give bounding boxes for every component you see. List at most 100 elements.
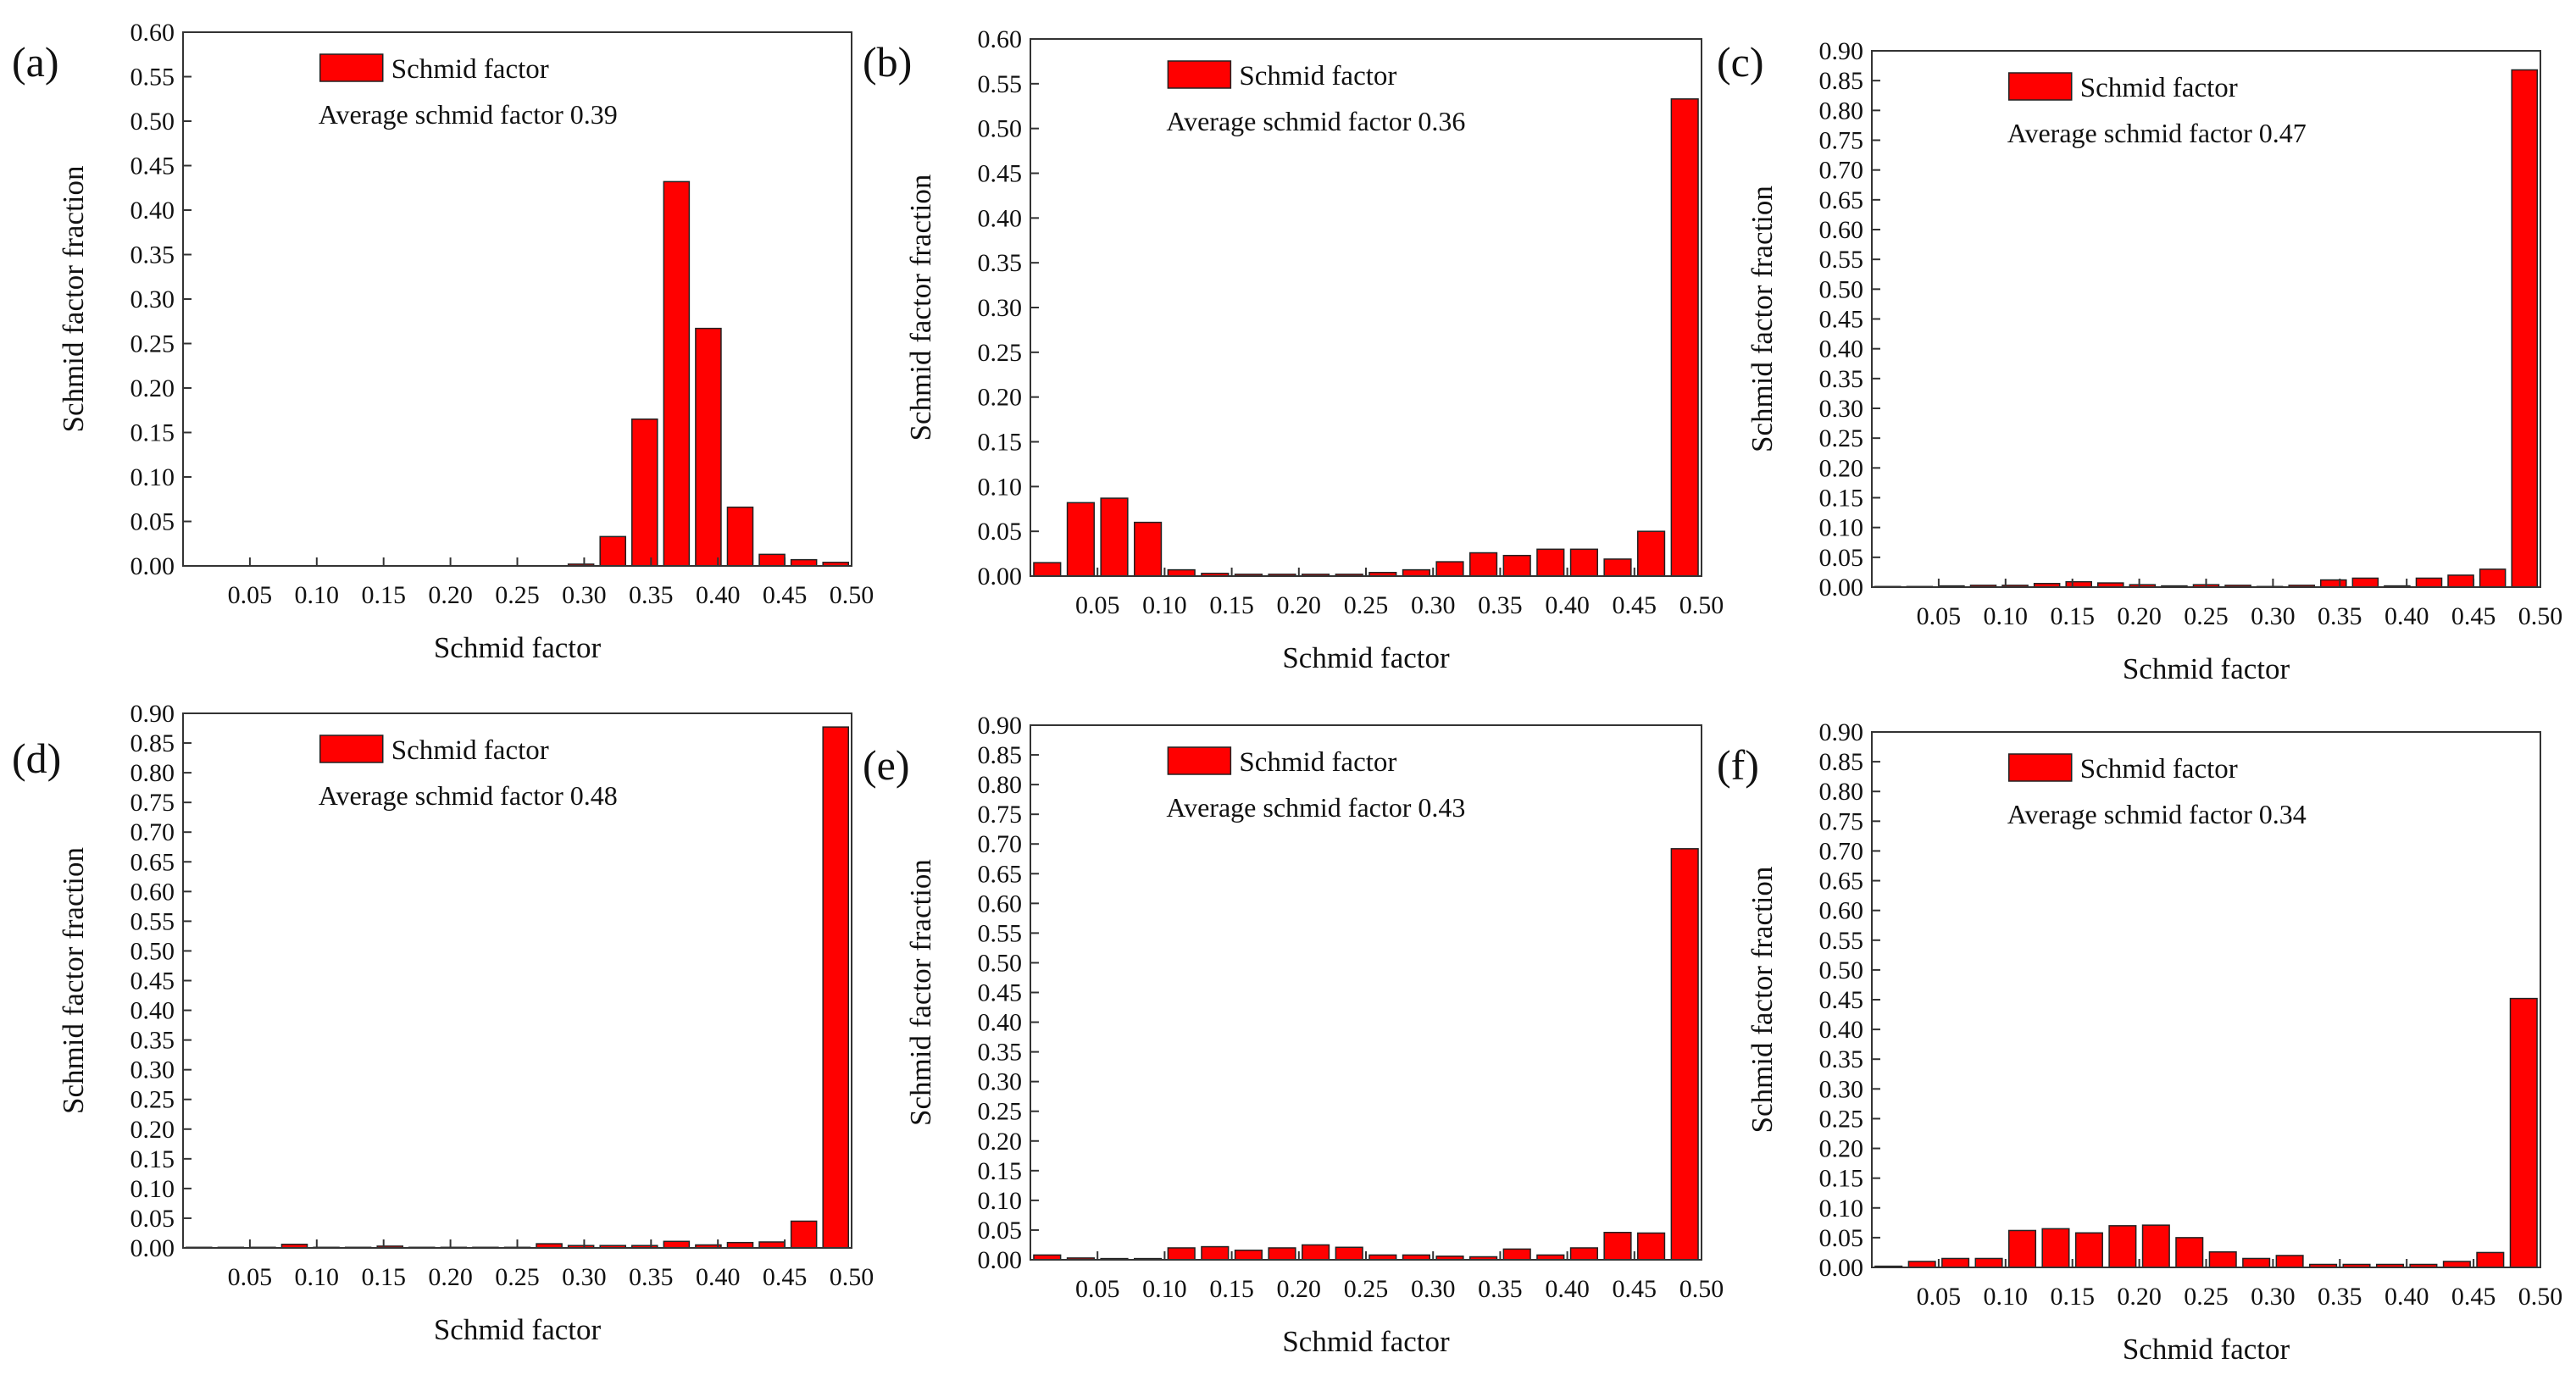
- bar: [790, 1220, 818, 1249]
- x-tick-label: 0.45: [763, 1263, 808, 1291]
- bar: [1201, 1245, 1230, 1261]
- y-tick-label: 0.55: [1819, 246, 1864, 274]
- y-tick-label: 0.40: [978, 204, 1023, 232]
- y-tick-label: 0.45: [130, 152, 175, 180]
- bar: [2175, 1237, 2204, 1268]
- chart-panel: 0.000.050.100.150.200.250.300.350.400.45…: [12, 19, 874, 664]
- bar: [822, 726, 850, 1249]
- bar: [2320, 579, 2347, 588]
- bar: [1268, 1247, 1296, 1261]
- bar: [1234, 1250, 1263, 1261]
- bar: [1066, 502, 1095, 577]
- x-tick-label: 0.50: [2518, 602, 2563, 630]
- y-tick-label: 0.05: [130, 1205, 175, 1233]
- y-tick-label: 0.05: [978, 1217, 1023, 1245]
- x-tick-label: 0.25: [1344, 1275, 1389, 1303]
- y-tick-label: 0.15: [1819, 485, 1864, 513]
- x-tick-label: 0.30: [562, 1263, 607, 1291]
- y-tick-label: 0.30: [130, 286, 175, 313]
- y-tick-label: 0.75: [978, 801, 1023, 829]
- y-tick-label: 0.30: [1819, 1075, 1864, 1103]
- x-tick-label: 0.50: [2518, 1283, 2563, 1311]
- bar: [1569, 548, 1598, 577]
- x-axis-label: Schmid factor: [1282, 641, 1450, 674]
- y-tick-label: 0.35: [978, 1039, 1023, 1067]
- x-tick-label: 0.20: [1277, 591, 1322, 619]
- x-tick-label: 0.35: [2318, 1283, 2362, 1311]
- y-tick-label: 0.60: [1819, 897, 1864, 925]
- y-tick-label: 0.05: [1819, 1224, 1864, 1252]
- y-tick-label: 0.60: [978, 25, 1023, 53]
- bar: [2007, 1229, 2037, 1268]
- y-tick-label: 0.45: [130, 967, 175, 995]
- x-tick-label: 0.50: [1679, 1275, 1724, 1303]
- bar: [1502, 554, 1531, 577]
- legend-label: Schmid factor: [391, 54, 549, 85]
- bar: [1302, 1244, 1330, 1261]
- x-tick-label: 0.40: [2384, 602, 2429, 630]
- bar: [1603, 558, 1632, 577]
- x-tick-label: 0.10: [295, 581, 340, 609]
- y-tick-label: 0.10: [1819, 1195, 1864, 1222]
- average-annotation: Average schmid factor 0.47: [2007, 118, 2307, 148]
- bar: [1670, 98, 1699, 577]
- chart-panel: 0.000.050.100.150.200.250.300.350.400.45…: [1717, 37, 2562, 685]
- y-tick-label: 0.75: [1819, 127, 1864, 155]
- bar: [631, 419, 658, 567]
- y-tick-label: 0.20: [1819, 454, 1864, 482]
- y-tick-label: 0.00: [978, 1246, 1023, 1274]
- y-tick-label: 0.15: [978, 1157, 1023, 1185]
- x-tick-label: 0.35: [629, 581, 674, 609]
- x-tick-label: 0.15: [2050, 602, 2095, 630]
- x-tick-label: 0.25: [1344, 591, 1389, 619]
- y-tick-label: 0.60: [978, 890, 1023, 918]
- y-tick-label: 0.25: [978, 1098, 1023, 1126]
- bar: [1335, 1246, 1363, 1261]
- y-tick-label: 0.90: [978, 712, 1023, 740]
- bar: [2447, 574, 2474, 588]
- y-tick-label: 0.20: [130, 374, 175, 402]
- x-tick-label: 0.25: [2184, 602, 2229, 630]
- chart-panel: 0.000.050.100.150.200.250.300.350.400.45…: [863, 25, 1724, 674]
- y-tick-label: 0.00: [1819, 574, 1864, 602]
- y-tick-label: 0.10: [130, 463, 175, 491]
- bar: [1637, 530, 1666, 577]
- panel-letter: (b): [863, 38, 912, 86]
- y-tick-label: 0.10: [978, 1187, 1023, 1215]
- bar: [1670, 848, 1699, 1261]
- chart-panel: 0.000.050.100.150.200.250.300.350.400.45…: [1717, 718, 2562, 1366]
- average-annotation: Average schmid factor 0.39: [319, 99, 618, 130]
- y-tick-label: 0.80: [1819, 778, 1864, 806]
- panel-letter: (c): [1717, 38, 1764, 86]
- bar: [1100, 497, 1129, 577]
- y-tick-label: 0.65: [1819, 868, 1864, 895]
- y-tick-label: 0.25: [130, 330, 175, 358]
- x-axis-label: Schmid factor: [1282, 1325, 1450, 1358]
- y-tick-label: 0.85: [130, 729, 175, 757]
- y-tick-label: 0.50: [978, 115, 1023, 143]
- x-tick-label: 0.40: [1545, 591, 1590, 619]
- x-tick-label: 0.25: [495, 581, 540, 609]
- y-tick-label: 0.40: [130, 997, 175, 1025]
- bar: [2476, 1251, 2505, 1268]
- legend-swatch: [1167, 746, 1232, 775]
- y-tick-label: 0.50: [1819, 275, 1864, 303]
- x-tick-label: 0.05: [1075, 1275, 1120, 1303]
- x-tick-label: 0.15: [1209, 1275, 1254, 1303]
- y-tick-label: 0.55: [130, 64, 175, 91]
- y-tick-label: 0.50: [978, 949, 1023, 977]
- y-tick-label: 0.10: [1819, 514, 1864, 542]
- y-tick-label: 0.10: [130, 1175, 175, 1203]
- y-tick-label: 0.90: [1819, 718, 1864, 746]
- y-tick-label: 0.20: [978, 384, 1023, 412]
- bar: [2141, 1224, 2170, 1268]
- y-tick-label: 0.00: [130, 1234, 175, 1262]
- bar: [1469, 552, 1498, 577]
- y-tick-label: 0.50: [1819, 956, 1864, 984]
- y-tick-label: 0.45: [978, 160, 1023, 188]
- x-axis-label: Schmid factor: [2123, 652, 2290, 685]
- x-tick-label: 0.20: [428, 581, 473, 609]
- y-tick-label: 0.15: [130, 419, 175, 447]
- y-tick-label: 0.30: [978, 1068, 1023, 1096]
- y-tick-label: 0.30: [1819, 395, 1864, 423]
